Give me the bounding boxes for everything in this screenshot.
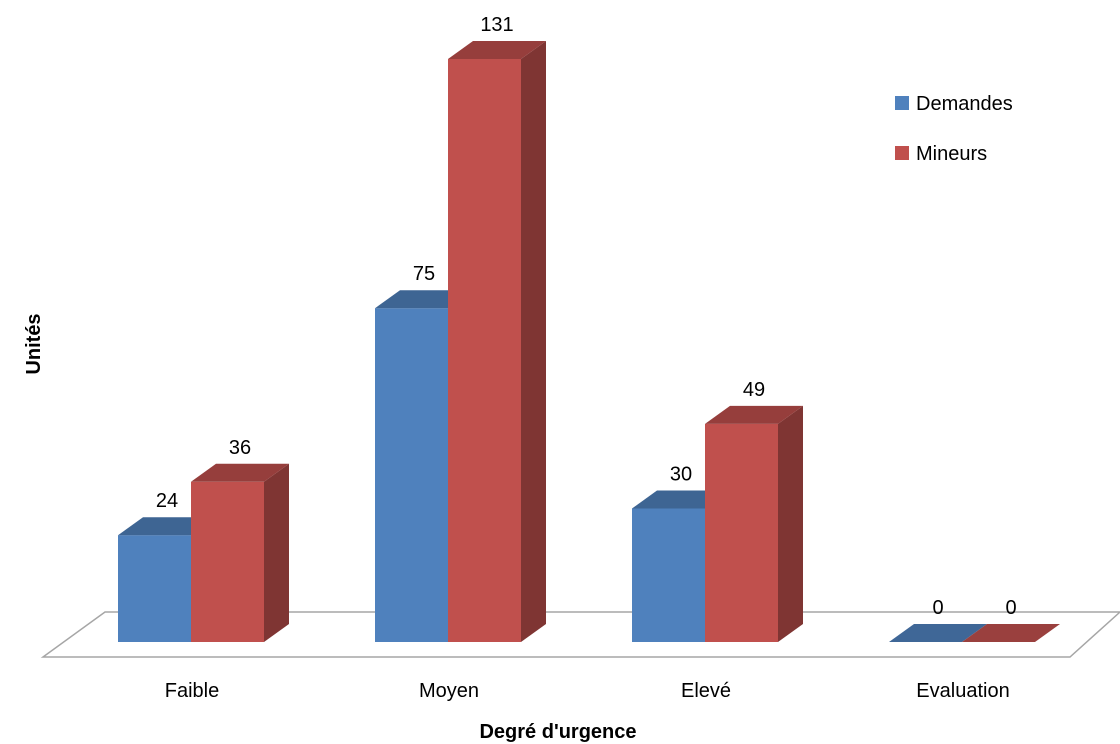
- bar-mineurs-3: [962, 624, 1060, 642]
- data-label-mineurs-3: 0: [1005, 597, 1016, 619]
- legend-swatch: [895, 96, 909, 110]
- data-label-mineurs-2: 49: [743, 379, 765, 401]
- legend-swatch: [895, 146, 909, 160]
- x-tick-label-2: Elevé: [681, 680, 731, 702]
- x-axis-title: Degré d'urgence: [479, 721, 636, 743]
- x-tick-label-1: Moyen: [419, 680, 479, 702]
- data-label-demandes-1: 75: [413, 263, 435, 285]
- legend-label: Mineurs: [916, 143, 987, 165]
- data-label-mineurs-1: 131: [480, 14, 513, 36]
- bar-mineurs-0: [191, 463, 289, 642]
- data-label-demandes-2: 30: [670, 463, 692, 485]
- bar-mineurs-2: [705, 405, 803, 642]
- y-axis-title: Unités: [23, 313, 45, 374]
- data-label-demandes-3: 0: [932, 597, 943, 619]
- legend-item-demandes: Demandes: [895, 93, 1013, 115]
- legend-label: Demandes: [916, 93, 1013, 115]
- data-label-mineurs-0: 36: [229, 437, 251, 459]
- bar-mineurs-1: [448, 41, 546, 642]
- chart-floor: [40, 611, 1120, 658]
- data-label-demandes-0: 24: [156, 490, 178, 512]
- x-tick-label-0: Faible: [165, 680, 219, 702]
- legend-item-mineurs: Mineurs: [895, 143, 987, 165]
- bar-demandes-3: [889, 624, 987, 642]
- x-tick-label-3: Evaluation: [916, 680, 1009, 702]
